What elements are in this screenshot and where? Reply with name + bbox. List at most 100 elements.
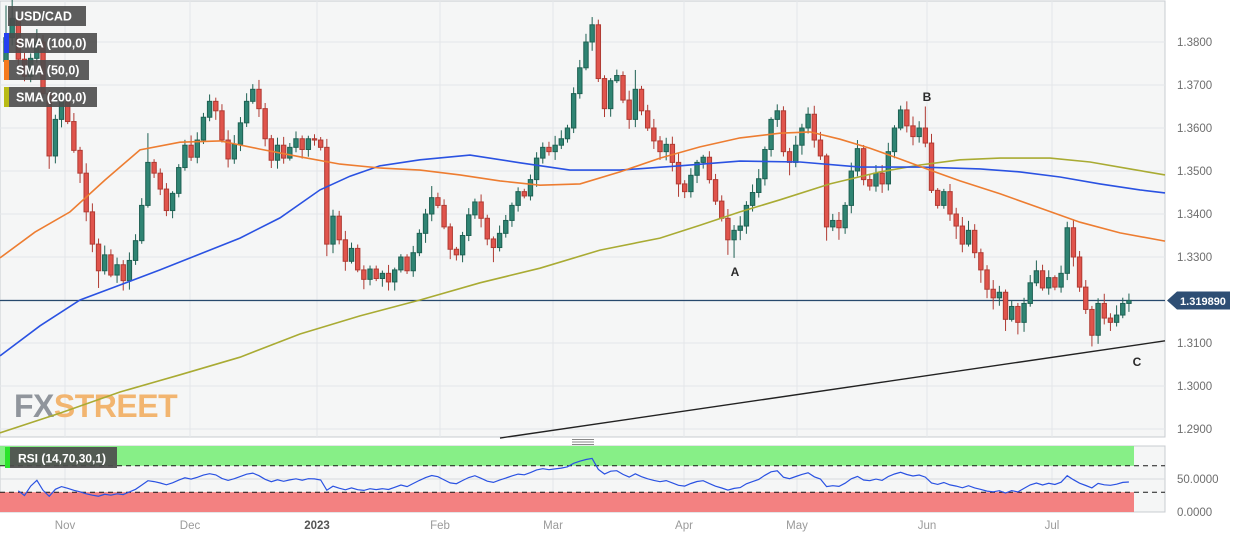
candle[interactable] <box>1113 305 1120 327</box>
legend-item-sma50[interactable]: SMA (50,0) <box>4 60 89 80</box>
candle[interactable] <box>897 105 904 131</box>
candle[interactable] <box>176 164 182 198</box>
legend-item-sma100[interactable]: SMA (100,0) <box>4 33 97 53</box>
candle[interactable] <box>1095 298 1101 344</box>
candle[interactable] <box>570 87 577 134</box>
candle[interactable] <box>1039 264 1046 291</box>
candle[interactable] <box>102 245 108 275</box>
candle[interactable] <box>712 173 719 205</box>
candle[interactable] <box>515 187 521 212</box>
candle[interactable] <box>243 93 250 127</box>
candle[interactable] <box>398 254 404 273</box>
candle[interactable] <box>225 130 231 168</box>
candle[interactable] <box>139 198 145 244</box>
legend-item-symbol[interactable]: USD/CAD <box>8 6 86 26</box>
candle[interactable] <box>484 214 490 246</box>
candle[interactable] <box>1021 297 1027 332</box>
candle[interactable] <box>1083 280 1089 314</box>
candle[interactable] <box>638 85 645 116</box>
candle[interactable] <box>601 75 608 118</box>
candle[interactable] <box>1009 300 1015 322</box>
candle[interactable] <box>564 124 571 143</box>
candle[interactable] <box>151 159 157 178</box>
candle[interactable] <box>1126 293 1132 312</box>
candle[interactable] <box>817 131 824 160</box>
candle[interactable] <box>953 207 959 239</box>
rsi-legend-item[interactable]: RSI (14,70,30,1) <box>5 447 117 468</box>
candle[interactable] <box>990 280 996 310</box>
candle[interactable] <box>1046 270 1052 295</box>
candle[interactable] <box>823 153 830 241</box>
candle[interactable] <box>404 254 410 274</box>
candle[interactable] <box>354 244 361 273</box>
legend-item-sma200[interactable]: SMA (200,0) <box>4 87 97 107</box>
chart-series-layer[interactable]: ABC1.38001.37001.36001.35001.34001.33001… <box>0 0 1219 532</box>
candle[interactable] <box>453 246 460 261</box>
candle[interactable] <box>688 168 694 198</box>
candle[interactable] <box>959 216 966 253</box>
sma50-line[interactable] <box>0 131 1166 259</box>
candle[interactable] <box>52 114 59 164</box>
candle[interactable] <box>447 223 453 260</box>
candle[interactable] <box>95 238 102 288</box>
panel-resize-handle[interactable] <box>572 439 594 445</box>
candle[interactable] <box>546 141 552 156</box>
candle[interactable] <box>651 118 657 149</box>
candle[interactable] <box>1089 305 1095 347</box>
candle[interactable] <box>1058 265 1064 293</box>
candle[interactable] <box>607 78 614 117</box>
candle[interactable] <box>830 213 836 232</box>
sma200-line[interactable] <box>0 157 1166 434</box>
candle[interactable] <box>558 130 564 150</box>
candle[interactable] <box>293 131 299 153</box>
candle[interactable] <box>1120 297 1126 319</box>
candle[interactable] <box>441 199 447 230</box>
candle[interactable] <box>620 71 626 104</box>
candle[interactable] <box>373 265 379 282</box>
candle[interactable] <box>361 265 367 290</box>
candle[interactable] <box>163 183 170 217</box>
candle[interactable] <box>577 59 583 99</box>
candle[interactable] <box>348 242 355 264</box>
candle[interactable] <box>737 216 743 241</box>
candle[interactable] <box>1002 289 1009 331</box>
candle[interactable] <box>521 188 527 199</box>
candle[interactable] <box>657 136 663 160</box>
candle[interactable] <box>287 143 293 161</box>
candle[interactable] <box>503 214 509 238</box>
candle[interactable] <box>891 125 898 159</box>
candle[interactable] <box>589 17 595 51</box>
candle[interactable] <box>762 146 768 186</box>
candle[interactable] <box>934 188 941 209</box>
candle[interactable] <box>132 234 139 265</box>
candle[interactable] <box>984 265 990 299</box>
candle[interactable] <box>706 151 713 184</box>
candle[interactable] <box>311 134 318 146</box>
candle[interactable] <box>200 112 207 145</box>
candle[interactable] <box>89 203 96 253</box>
candle[interactable] <box>1052 275 1058 291</box>
candle[interactable] <box>466 208 472 242</box>
annotation-c[interactable]: C <box>1133 355 1142 369</box>
candle[interactable] <box>385 264 392 291</box>
candle[interactable] <box>879 165 885 193</box>
candle[interactable] <box>533 152 540 187</box>
candle[interactable] <box>799 123 805 155</box>
candle[interactable] <box>169 191 176 219</box>
candle[interactable] <box>552 135 558 160</box>
candle[interactable] <box>410 245 416 277</box>
candle[interactable] <box>910 116 916 146</box>
candle[interactable] <box>305 135 312 157</box>
sma100-line[interactable] <box>0 154 1166 357</box>
trendline[interactable] <box>499 340 1166 439</box>
candle[interactable] <box>941 188 947 209</box>
candle[interactable] <box>280 136 287 164</box>
candle[interactable] <box>836 211 842 240</box>
candle[interactable] <box>965 220 972 247</box>
candle[interactable] <box>496 225 503 252</box>
candle[interactable] <box>996 285 1003 306</box>
candle[interactable] <box>71 113 77 153</box>
candle[interactable] <box>1064 221 1070 281</box>
candle[interactable] <box>1015 302 1021 335</box>
candle[interactable] <box>626 90 632 129</box>
